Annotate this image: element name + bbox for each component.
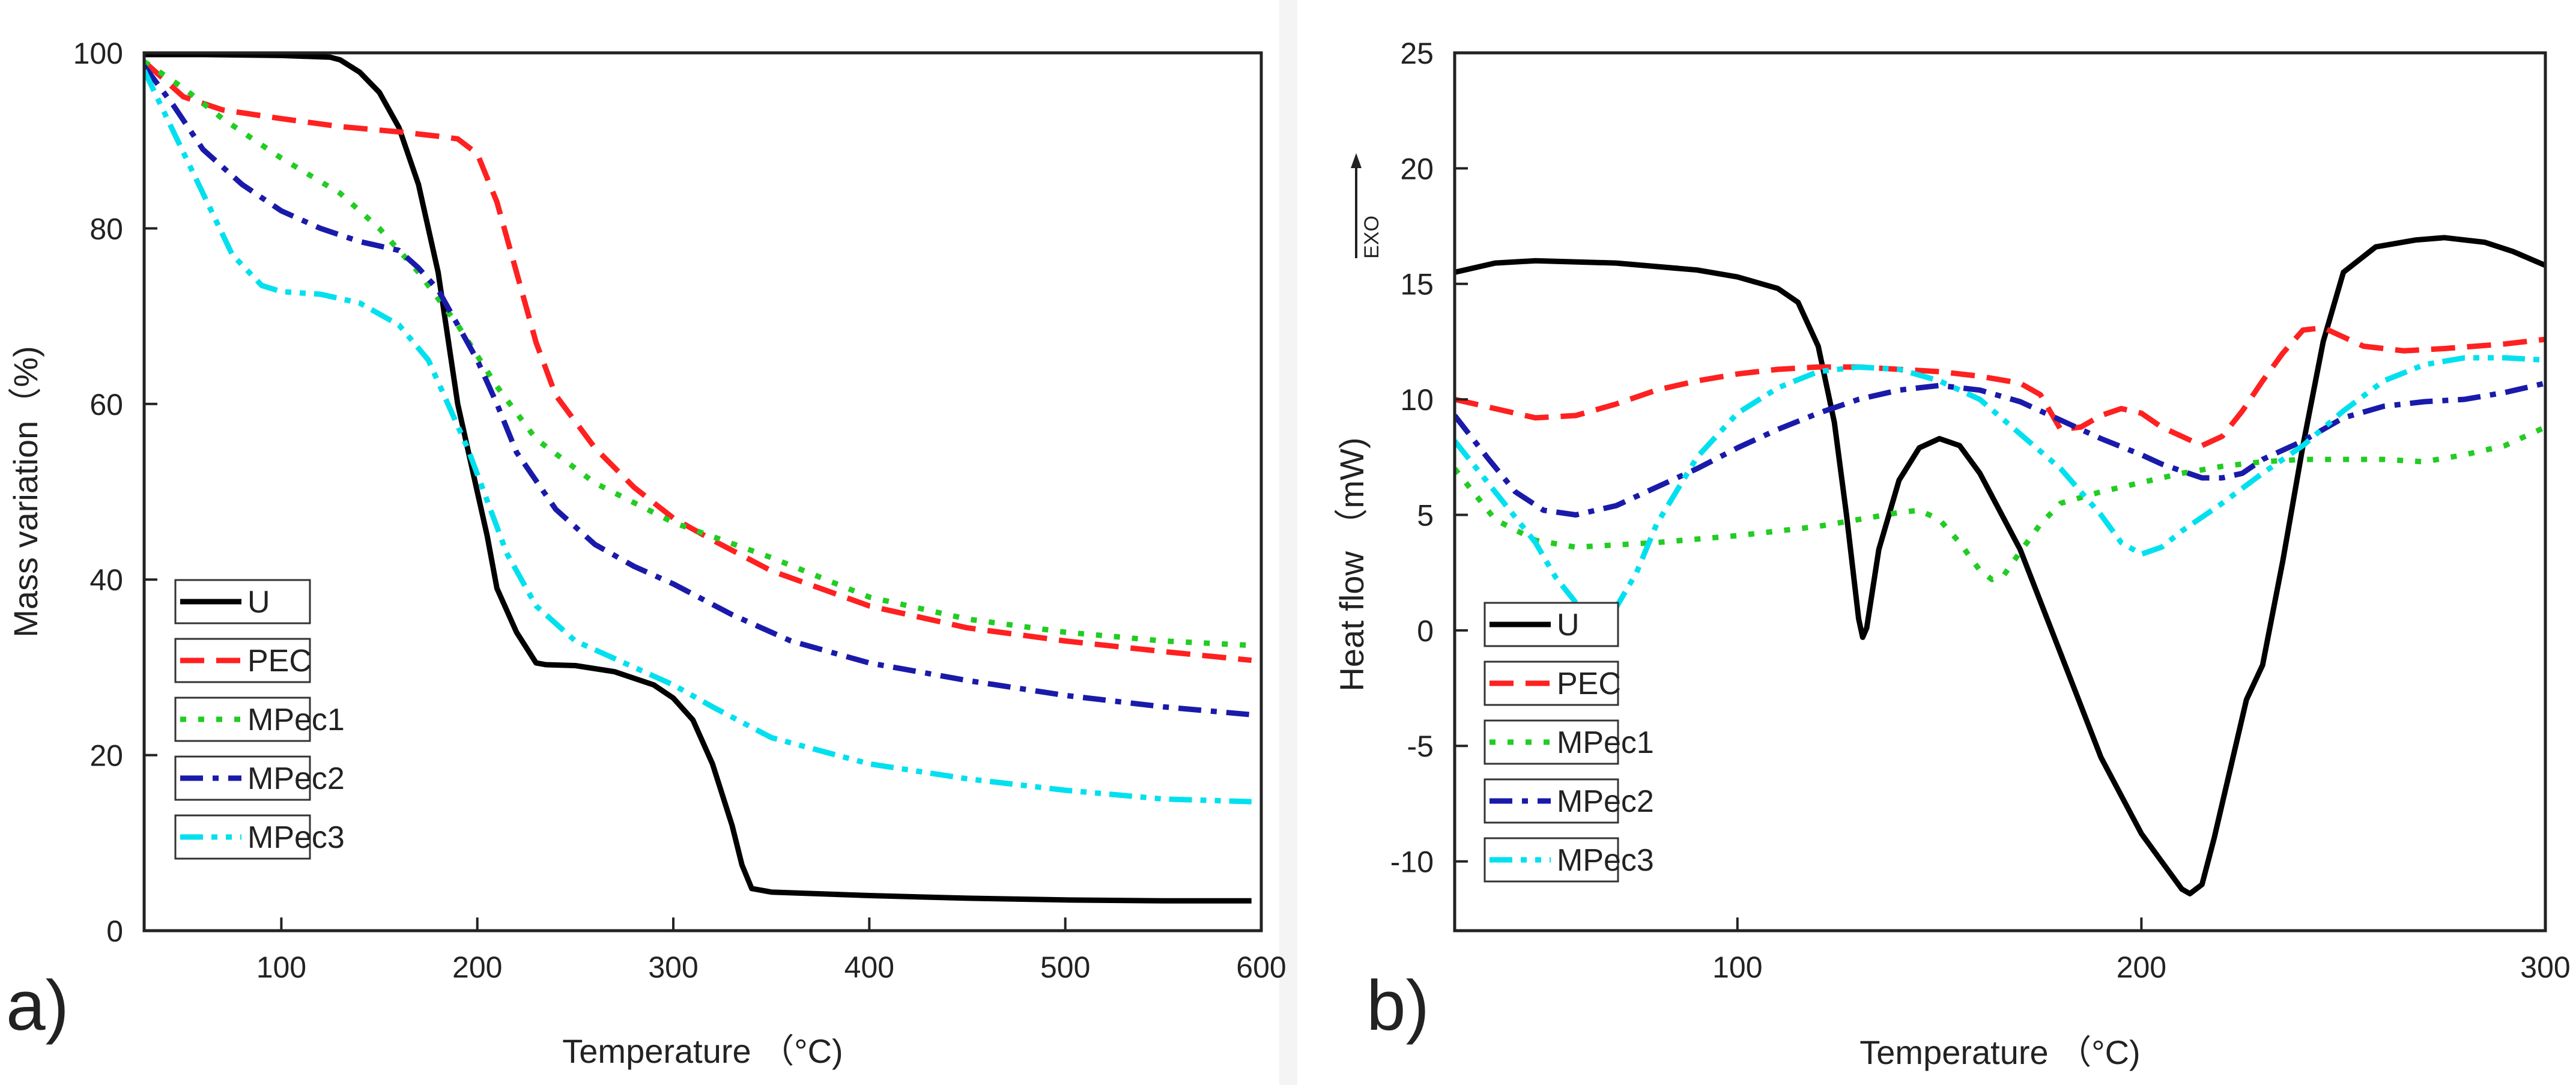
series-layer-a — [144, 53, 1252, 904]
legend-entry-mpec3: MPec3 — [1483, 837, 1654, 883]
y-tick-label: 15 — [1400, 268, 1434, 301]
x-tick-label: 500 — [1040, 951, 1090, 984]
legend-label: U — [247, 585, 270, 620]
legend-entry-mpec3: MPec3 — [174, 814, 345, 860]
series-line-u — [144, 53, 1252, 904]
x-tick-label: 300 — [2520, 951, 2570, 984]
x-axis-title-b: Temperature （°C) — [1859, 1033, 2140, 1071]
y-tick-label: 0 — [106, 914, 123, 948]
legend-entry-mpec2: MPec2 — [1483, 778, 1654, 824]
legend-label: MPec3 — [1557, 843, 1654, 878]
series-line-pec — [144, 59, 1252, 663]
exo-arrow — [1351, 153, 1362, 258]
legend-label: PEC — [1557, 666, 1621, 701]
legend-label: MPec3 — [247, 820, 345, 855]
legend-entry-u: U — [1483, 602, 1619, 647]
x-tick-label: 100 — [256, 951, 306, 984]
series-layer-b — [1455, 235, 2545, 896]
panel-label-b: b) — [1366, 966, 1429, 1045]
legend-entry-mpec1: MPec1 — [174, 697, 345, 742]
series-line-mpec3 — [144, 69, 1252, 805]
ticks-layer-b: 100 200 300 -10 -5 0 5 10 15 20 25 — [1390, 37, 2571, 984]
y-tick-label: 40 — [89, 563, 123, 597]
x-tick-label: 100 — [1712, 951, 1762, 984]
chart-panel-a: 100 200 300 400 500 600 0 20 40 60 80 100 U PEC MPec1… — [6, 37, 1286, 1070]
y-tick-label: -10 — [1390, 845, 1434, 879]
ticks-layer-a: 100 200 300 400 500 600 0 20 40 60 80 100 — [73, 37, 1286, 984]
series-line-mpec1 — [1455, 425, 2545, 582]
panel-divider — [1279, 0, 1297, 1085]
x-tick-label: 600 — [1236, 951, 1286, 984]
legend-entry-pec: PEC — [174, 638, 312, 683]
x-tick-label: 200 — [2117, 951, 2166, 984]
legend-label: MPec2 — [1557, 784, 1654, 819]
y-tick-label: 25 — [1400, 37, 1434, 70]
panel-label-a: a) — [6, 966, 69, 1045]
legend-label: PEC — [247, 644, 312, 679]
legend-a: U PEC MPec1 MPec2 MPec3 — [174, 579, 345, 860]
legend-entry-mpec2: MPec2 — [174, 755, 345, 801]
x-tick-label: 200 — [452, 951, 502, 984]
series-line-mpec2 — [1455, 380, 2545, 518]
exo-annotation: EXO — [1360, 216, 1383, 259]
legend-entry-u: U — [174, 579, 311, 624]
plot-frame-a — [142, 51, 1263, 932]
plot-frame-b — [1453, 51, 2547, 932]
y-tick-label: 20 — [89, 739, 123, 773]
series-line-pec — [1455, 325, 2545, 449]
y-tick-label: 0 — [1417, 614, 1434, 648]
y-tick-label: 5 — [1417, 498, 1434, 532]
legend-entry-mpec1: MPec1 — [1483, 719, 1654, 765]
legend-label: MPec1 — [1557, 725, 1654, 760]
legend-entry-pec: PEC — [1483, 660, 1621, 706]
legend-label: MPec1 — [247, 703, 345, 737]
y-tick-label: 60 — [89, 388, 123, 422]
legend-label: U — [1557, 608, 1580, 642]
y-tick-label: -5 — [1407, 730, 1434, 763]
x-tick-label: 300 — [648, 951, 698, 984]
y-axis-title-b: Heat flow （mW) — [1333, 437, 1371, 691]
y-tick-label: 20 — [1400, 152, 1434, 186]
series-line-u — [1455, 235, 2545, 896]
series-line-mpec2 — [144, 64, 1252, 718]
chart-panel-b: 100 200 300 -10 -5 0 5 10 15 20 25 U PEC MPec1 MPec2 M… — [1333, 37, 2571, 1071]
legend-b: U PEC MPec1 MPec2 MPec3 — [1483, 602, 1654, 883]
y-tick-label: 10 — [1400, 383, 1434, 417]
x-axis-title-a: Temperature （°C) — [562, 1032, 843, 1070]
x-tick-label: 400 — [844, 951, 894, 984]
y-tick-label: 100 — [73, 37, 123, 70]
legend-label: MPec2 — [247, 761, 345, 796]
y-tick-label: 80 — [89, 212, 123, 246]
y-axis-title-a: Mass variation（%) — [7, 346, 44, 637]
